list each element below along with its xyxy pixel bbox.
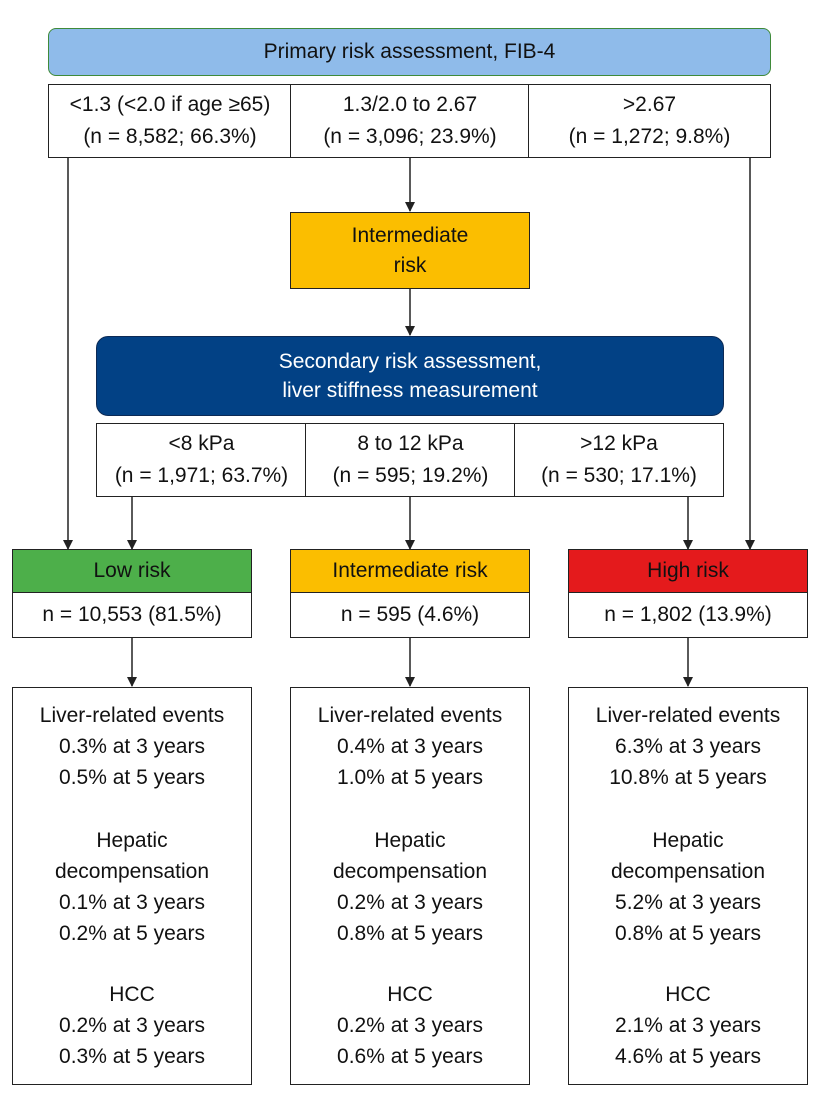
primary-assessment-box: Primary risk assessment, FIB-4 — [48, 28, 771, 76]
decomp-title-2: decompensation — [54, 860, 210, 883]
lsm-band-high: >12 kPa (n = 530; 17.1%) — [514, 423, 724, 497]
hcc-3yr: 2.1% at 3 years — [615, 1014, 761, 1037]
lsm-band-mid-count: (n = 595; 19.2%) — [332, 464, 489, 487]
hcc-5yr: 4.6% at 5 years — [615, 1045, 761, 1068]
events-3yr: 0.3% at 3 years — [59, 735, 205, 758]
secondary-assessment-box: Secondary risk assessment, liver stiffne… — [96, 336, 724, 416]
decomp-3yr: 5.2% at 3 years — [615, 891, 761, 914]
hcc-title: HCC — [665, 983, 711, 1006]
fib4-band-low-range: <1.3 (<2.0 if age ≥65) — [69, 93, 271, 116]
hcc-3yr: 0.2% at 3 years — [59, 1014, 205, 1037]
decomp-title-1: Hepatic — [374, 829, 446, 852]
secondary-assessment-line1: Secondary risk assessment, — [278, 350, 542, 373]
high-risk-outcomes: Liver-related events 6.3% at 3 years 10.… — [568, 687, 808, 1085]
intermediate-risk-label: Intermediate risk — [332, 559, 488, 582]
hcc-5yr: 0.6% at 5 years — [337, 1045, 483, 1068]
decomp-5yr: 0.2% at 5 years — [59, 922, 205, 945]
decomp-title-2: decompensation — [332, 860, 488, 883]
decomp-5yr: 0.8% at 5 years — [337, 922, 483, 945]
intermediate-risk-line1: Intermediate — [351, 223, 469, 247]
fib4-band-low-count: (n = 8,582; 66.3%) — [83, 125, 257, 148]
high-risk-label: High risk — [647, 559, 729, 582]
high-risk-count: n = 1,802 (13.9%) — [604, 603, 772, 626]
fib4-band-high: >2.67 (n = 1,272; 9.8%) — [528, 84, 771, 158]
events-3yr: 6.3% at 3 years — [615, 735, 761, 758]
low-risk-count-box: n = 10,553 (81.5%) — [12, 592, 252, 638]
events-title: Liver-related events — [595, 704, 781, 727]
high-risk-count-box: n = 1,802 (13.9%) — [568, 592, 808, 638]
fib4-band-low: <1.3 (<2.0 if age ≥65) (n = 8,582; 66.3%… — [48, 84, 292, 158]
decomp-3yr: 0.2% at 3 years — [337, 891, 483, 914]
lsm-band-high-count: (n = 530; 17.1%) — [541, 464, 697, 487]
hcc-5yr: 0.3% at 5 years — [59, 1045, 205, 1068]
low-risk-count: n = 10,553 (81.5%) — [42, 603, 222, 626]
fib4-band-mid-count: (n = 3,096; 23.9%) — [323, 125, 497, 148]
decomp-title-1: Hepatic — [96, 829, 168, 852]
intermediate-risk-count-box: n = 595 (4.6%) — [290, 592, 530, 638]
events-5yr: 0.5% at 5 years — [59, 766, 205, 789]
events-5yr: 10.8% at 5 years — [609, 766, 767, 789]
hcc-title: HCC — [109, 983, 155, 1006]
decomp-title-1: Hepatic — [652, 829, 724, 852]
hcc-3yr: 0.2% at 3 years — [337, 1014, 483, 1037]
fib4-band-mid: 1.3/2.0 to 2.67 (n = 3,096; 23.9%) — [290, 84, 530, 158]
events-title: Liver-related events — [317, 704, 503, 727]
fib4-band-high-count: (n = 1,272; 9.8%) — [568, 125, 731, 148]
events-3yr: 0.4% at 3 years — [337, 735, 483, 758]
intermediate-risk-line2: risk — [393, 253, 427, 277]
low-risk-label: Low risk — [93, 559, 171, 582]
low-risk-outcomes: Liver-related events 0.3% at 3 years 0.5… — [12, 687, 252, 1085]
hcc-title: HCC — [387, 983, 433, 1006]
lsm-band-mid-range: 8 to 12 kPa — [357, 432, 464, 455]
events-title: Liver-related events — [39, 704, 225, 727]
intermediate-risk-header: Intermediate risk — [290, 549, 530, 593]
decomp-title-2: decompensation — [610, 860, 766, 883]
secondary-assessment-line2: liver stiffness measurement — [282, 379, 538, 402]
lsm-band-low: <8 kPa (n = 1,971; 63.7%) — [96, 423, 307, 497]
lsm-band-mid: 8 to 12 kPa (n = 595; 19.2%) — [305, 423, 516, 497]
decomp-3yr: 0.1% at 3 years — [59, 891, 205, 914]
high-risk-header: High risk — [568, 549, 808, 593]
lsm-band-high-range: >12 kPa — [580, 432, 658, 455]
intermediate-risk-outcomes: Liver-related events 0.4% at 3 years 1.0… — [290, 687, 530, 1085]
events-5yr: 1.0% at 5 years — [337, 766, 483, 789]
intermediate-risk-box: Intermediate risk — [290, 212, 530, 289]
intermediate-risk-count: n = 595 (4.6%) — [340, 603, 480, 626]
fib4-band-high-range: >2.67 — [622, 93, 677, 116]
lsm-band-low-count: (n = 1,971; 63.7%) — [114, 464, 289, 487]
fib4-band-mid-range: 1.3/2.0 to 2.67 — [342, 93, 478, 116]
low-risk-header: Low risk — [12, 549, 252, 593]
primary-assessment-title: Primary risk assessment, FIB-4 — [263, 40, 556, 63]
lsm-band-low-range: <8 kPa — [168, 432, 235, 455]
decomp-5yr: 0.8% at 5 years — [615, 922, 761, 945]
